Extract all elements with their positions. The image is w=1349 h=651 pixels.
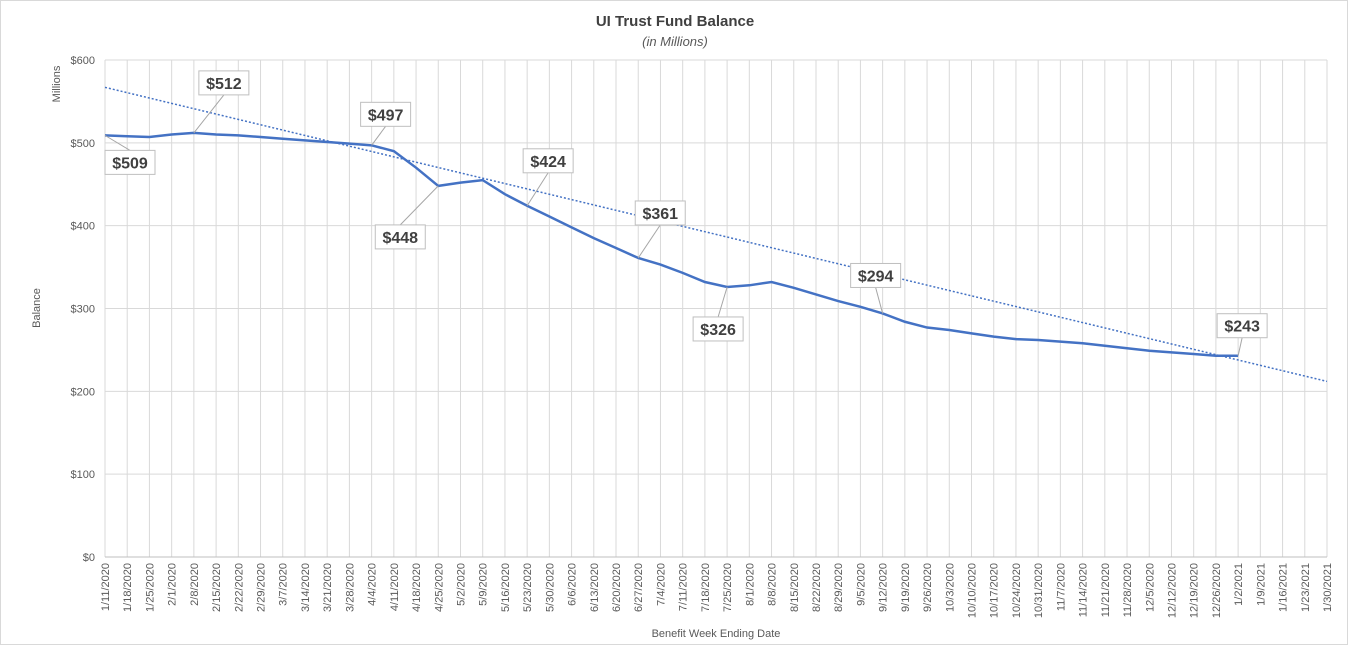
x-tick-label: 1/23/2021 <box>1300 563 1312 612</box>
data-label: $497 <box>368 107 404 124</box>
x-tick-label: 6/27/2020 <box>633 563 645 612</box>
x-tick-label: 10/31/2020 <box>1033 563 1045 618</box>
chart-subtitle: (in Millions) <box>642 34 708 49</box>
axis-unit: Millions <box>51 65 63 102</box>
x-tick-label: 9/19/2020 <box>900 563 912 612</box>
callout-leader <box>399 185 439 226</box>
callout-box <box>360 101 412 127</box>
x-tick-label: 2/22/2020 <box>233 563 245 612</box>
x-tick-label: 1/2/2021 <box>1233 563 1245 606</box>
y-tick-label: $600 <box>71 55 95 67</box>
x-tick-label: 1/9/2021 <box>1255 563 1267 606</box>
x-tick-label: 3/14/2020 <box>300 563 312 612</box>
x-tick-label: 7/11/2020 <box>678 563 690 611</box>
x-tick-label: 4/18/2020 <box>411 563 423 612</box>
x-tick-label: 12/26/2020 <box>1211 563 1223 618</box>
x-tick-label: 1/30/2021 <box>1322 563 1334 612</box>
x-tick-label: 8/1/2020 <box>744 563 756 606</box>
x-tick-label: 1/16/2021 <box>1278 563 1290 612</box>
x-tick-label: 7/18/2020 <box>700 563 712 612</box>
x-tick-label: 3/7/2020 <box>278 563 290 606</box>
x-axis-title: Benefit Week Ending Date <box>652 628 781 640</box>
y-axis-title: Balance <box>31 288 43 328</box>
x-tick-label: 2/1/2020 <box>167 563 179 606</box>
y-tick-label: $300 <box>71 304 95 316</box>
x-tick-label: 4/11/2020 <box>389 563 401 611</box>
x-tick-label: 6/13/2020 <box>589 563 601 612</box>
trendline <box>104 86 1328 383</box>
x-tick-label: 5/2/2020 <box>455 563 467 606</box>
y-tick-label: $200 <box>71 386 95 398</box>
x-tick-label: 8/15/2020 <box>789 563 801 612</box>
x-tick-label: 10/3/2020 <box>944 563 956 612</box>
x-tick-label: 10/10/2020 <box>967 563 979 618</box>
callout-leader <box>1237 337 1243 356</box>
x-tick-label: 12/12/2020 <box>1166 563 1178 618</box>
callout-leader <box>526 172 549 207</box>
x-tick-label: 5/9/2020 <box>478 563 490 606</box>
x-tick-label: 5/30/2020 <box>544 563 556 612</box>
callout-leader <box>104 134 131 151</box>
x-tick-label: 11/28/2020 <box>1122 563 1134 617</box>
callout-box <box>634 200 686 226</box>
x-tick-label: 12/5/2020 <box>1144 563 1156 612</box>
x-tick-label: 1/18/2020 <box>122 563 134 612</box>
y-tick-label: $500 <box>71 138 95 150</box>
x-tick-label: 4/4/2020 <box>367 563 379 606</box>
callout-box <box>1216 313 1268 339</box>
x-tick-label: 6/20/2020 <box>611 563 623 612</box>
callout-box <box>198 70 250 96</box>
x-tick-label: 11/7/2020 <box>1055 563 1067 611</box>
x-tick-label: 9/12/2020 <box>878 563 890 612</box>
x-tick-label: 11/21/2020 <box>1100 563 1112 617</box>
data-label: $326 <box>700 322 736 339</box>
data-label: $424 <box>530 154 566 171</box>
x-tick-label: 2/15/2020 <box>211 563 223 612</box>
x-tick-label: 12/19/2020 <box>1189 563 1201 618</box>
x-tick-label: 1/11/2020 <box>100 563 112 611</box>
x-tick-label: 7/4/2020 <box>655 563 667 606</box>
x-tick-label: 3/21/2020 <box>322 563 334 612</box>
data-label: $361 <box>642 206 678 223</box>
callout-box <box>850 262 902 288</box>
callout-box <box>522 148 574 174</box>
callout-leader <box>717 286 728 318</box>
x-tick-label: 8/8/2020 <box>767 563 779 606</box>
x-tick-label: 11/14/2020 <box>1078 563 1090 617</box>
x-tick-label: 5/16/2020 <box>500 563 512 612</box>
callout-box <box>374 224 426 250</box>
x-tick-label: 6/6/2020 <box>567 563 579 606</box>
x-tick-label: 2/8/2020 <box>189 563 201 606</box>
x-tick-label: 9/5/2020 <box>855 563 867 606</box>
x-tick-label: 1/25/2020 <box>144 563 156 612</box>
y-tick-label: $100 <box>71 469 95 481</box>
x-tick-label: 9/26/2020 <box>922 563 934 612</box>
chart-title: UI Trust Fund Balance <box>596 13 754 30</box>
data-label: $243 <box>1224 319 1260 336</box>
data-label: $448 <box>382 230 418 247</box>
callout-leader <box>637 224 661 259</box>
x-tick-label: 7/25/2020 <box>722 563 734 612</box>
data-line <box>104 131 1239 357</box>
x-tick-label: 3/28/2020 <box>344 563 356 612</box>
data-label: $294 <box>858 268 894 285</box>
y-tick-label: $0 <box>83 552 95 564</box>
callout-leader <box>371 126 387 146</box>
callout-leader <box>875 287 884 314</box>
x-tick-label: 5/23/2020 <box>522 563 534 612</box>
x-tick-label: 2/29/2020 <box>256 563 268 612</box>
callout-box <box>104 149 156 175</box>
callout-box <box>692 316 744 342</box>
data-label: $509 <box>112 155 148 172</box>
data-label: $512 <box>206 76 242 93</box>
x-tick-label: 4/25/2020 <box>433 563 445 612</box>
y-tick-label: $400 <box>71 221 95 233</box>
x-tick-label: 10/17/2020 <box>989 563 1001 618</box>
callout-leader <box>193 94 225 134</box>
x-tick-label: 10/24/2020 <box>1011 563 1023 618</box>
x-tick-label: 8/22/2020 <box>811 563 823 612</box>
x-tick-label: 8/29/2020 <box>833 563 845 612</box>
